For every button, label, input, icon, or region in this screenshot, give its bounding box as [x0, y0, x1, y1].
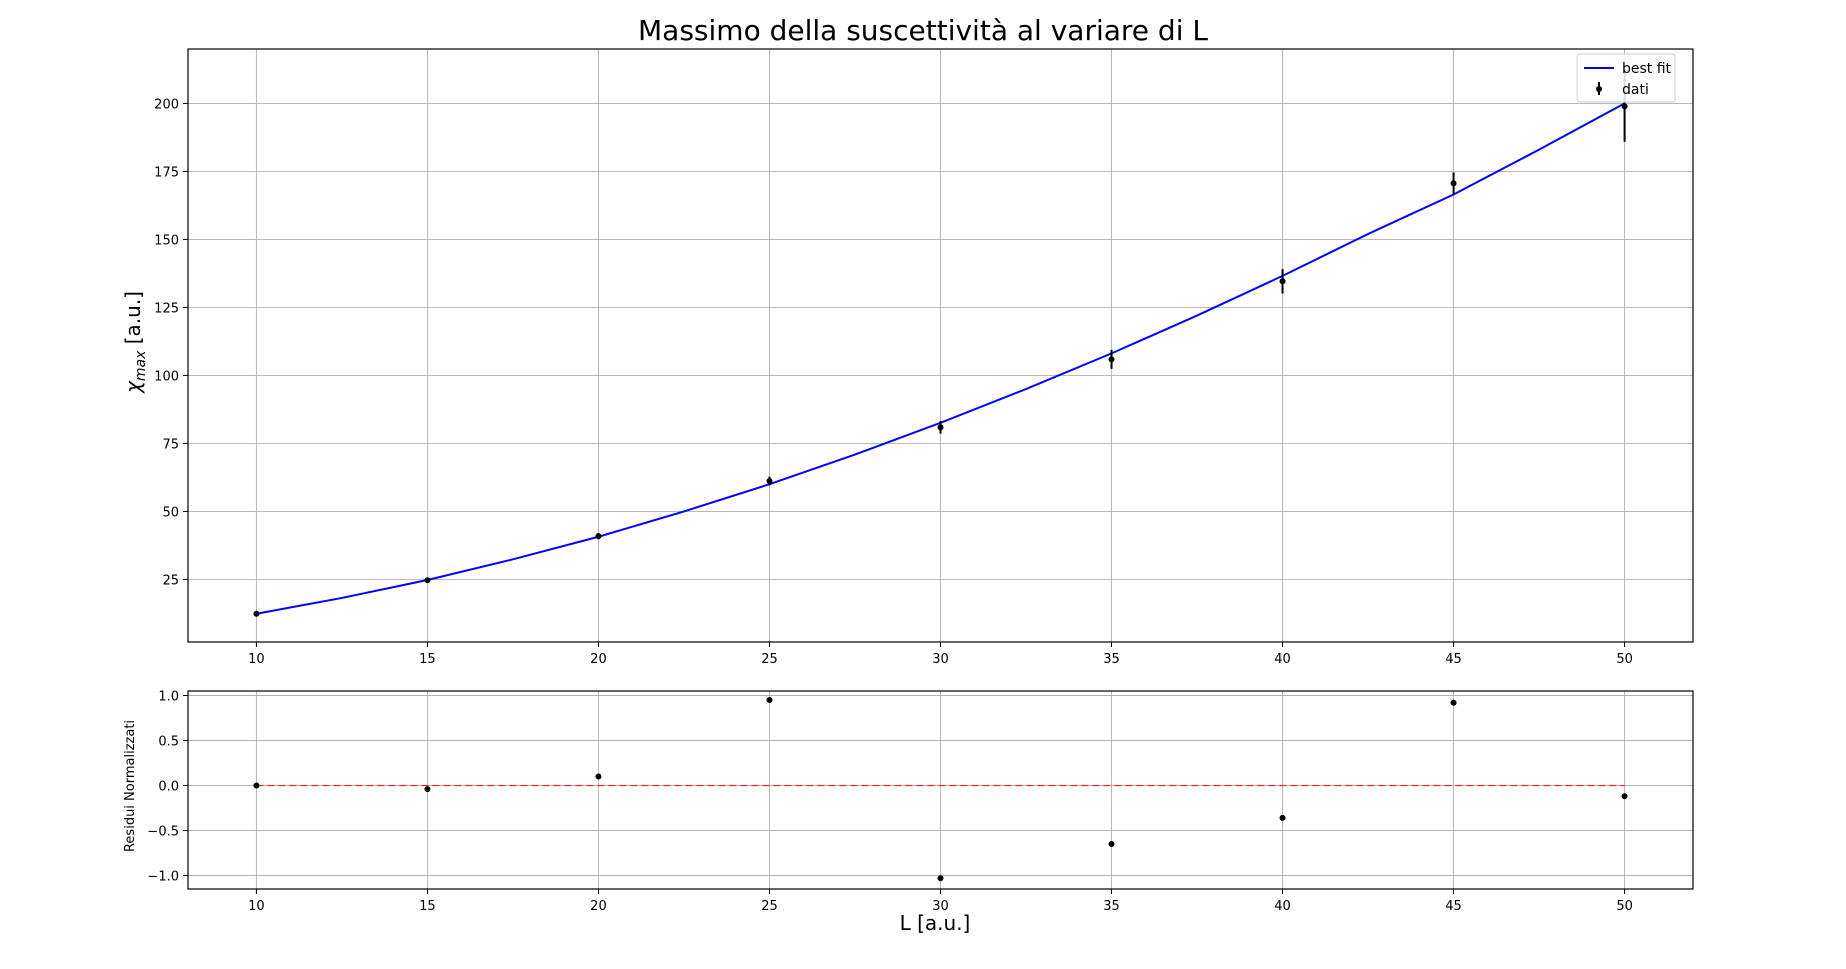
data-point: [1108, 356, 1115, 363]
data-point: [253, 610, 260, 617]
y-tick-label: 200: [154, 97, 179, 112]
x-tick-label: 30: [932, 652, 949, 667]
legend-swatch-dati-marker: [1596, 86, 1602, 92]
main-series: [253, 71, 1628, 617]
data-point: [595, 533, 602, 540]
data-point: [1450, 180, 1457, 187]
residual-point: [595, 773, 602, 780]
x-tick-label: 25: [761, 652, 778, 667]
x-tick-label: 15: [419, 652, 436, 667]
x-tick-label: 45: [1445, 899, 1462, 914]
x-tick-label: 50: [1616, 899, 1633, 914]
x-tick-label: 10: [248, 652, 265, 667]
legend-label-dati: dati: [1622, 82, 1649, 98]
y-tick-label: 0.5: [158, 735, 179, 750]
chart-title: Massimo della suscettività al variare di…: [638, 14, 1208, 47]
y-tick-label: −1.0: [147, 870, 179, 885]
y-tick-label: 25: [162, 573, 179, 588]
residual-point: [937, 875, 944, 882]
residual-point: [766, 697, 773, 703]
x-tick-label: 40: [1274, 899, 1291, 914]
main-plot-frame: [187, 48, 1694, 643]
data-point: [424, 577, 431, 584]
residuals-plot: 10 15 20 25 30 35 40 45 50 −1.0 −0.5 0.0 0.5 1.0 Res…: [123, 690, 1694, 935]
y-tick-label: 75: [162, 437, 179, 452]
main-y-ticks: 25 50 75 100 125 150 175 200: [154, 97, 188, 588]
y-tick-label: 50: [162, 505, 179, 520]
residual-point: [1108, 841, 1115, 847]
y-tick-label: 125: [154, 301, 179, 316]
y-tick-label: 0.0: [158, 780, 179, 795]
main-grid: [188, 49, 1693, 642]
legend-label-best-fit: best fit: [1622, 61, 1672, 77]
x-tick-label: 45: [1445, 652, 1462, 667]
x-tick-label: 30: [932, 899, 949, 914]
residuals-y-ticks: −1.0 −0.5 0.0 0.5 1.0: [147, 690, 188, 885]
x-axis-label: L [a.u.]: [900, 911, 971, 935]
y-tick-label: 150: [154, 233, 179, 248]
residual-point: [253, 782, 260, 789]
residual-point: [1450, 699, 1457, 706]
x-tick-label: 40: [1274, 652, 1291, 667]
y-tick-label: 175: [154, 165, 179, 180]
main-y-label-symbol: χ: [121, 380, 145, 394]
x-tick-label: 10: [248, 899, 265, 914]
main-y-label-subscript: max: [133, 350, 149, 381]
x-tick-label: 50: [1616, 652, 1633, 667]
y-tick-label: 1.0: [158, 690, 179, 705]
x-tick-label: 35: [1103, 899, 1120, 914]
residuals-plot-frame: [187, 690, 1694, 890]
data-point: [766, 477, 773, 484]
data-point: [1621, 103, 1628, 110]
x-tick-label: 20: [590, 652, 607, 667]
main-y-axis-label: χmax [a.u.]: [121, 291, 149, 394]
y-tick-label: 100: [154, 369, 179, 384]
residual-point: [424, 786, 431, 793]
data-point: [1279, 278, 1286, 285]
y-tick-label: −0.5: [147, 825, 179, 840]
residuals-y-axis-label: Residui Normalizzati: [123, 720, 138, 852]
x-tick-label: 25: [761, 899, 778, 914]
residuals-x-ticks: 10 15 20 25 30 35 40 45 50: [248, 889, 1633, 914]
x-tick-label: 15: [419, 899, 436, 914]
data-point: [937, 424, 944, 431]
main-y-label-unit: [a.u.]: [121, 291, 145, 351]
main-plot: 10 15 20 25 30 35 40 45 50 25 50 75 100 125 150 175 200…: [121, 48, 1694, 667]
x-tick-label: 35: [1103, 652, 1120, 667]
main-x-ticks: 10 15 20 25 30 35 40 45 50: [248, 642, 1633, 667]
residuals-series: [253, 697, 1628, 882]
legend: best fit dati: [1576, 53, 1676, 103]
residual-point: [1621, 793, 1628, 800]
x-tick-label: 20: [590, 899, 607, 914]
residual-point: [1279, 814, 1286, 821]
